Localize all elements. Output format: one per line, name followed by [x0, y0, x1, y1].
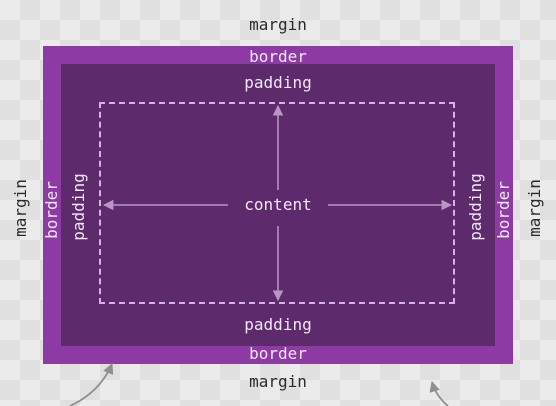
margin-label-top: margin [249, 15, 307, 34]
content-box [99, 102, 455, 304]
pointer-arrow-right [429, 380, 449, 406]
margin-label-left: margin [11, 179, 30, 237]
padding-label-bottom: padding [244, 315, 312, 334]
padding-label-left: padding [69, 173, 88, 241]
margin-label-right: margin [525, 179, 544, 237]
content-label: content [244, 195, 312, 214]
margin-label-bottom: margin [249, 372, 307, 391]
pointer-arrow-left [69, 363, 114, 406]
padding-label-top: padding [244, 73, 312, 92]
border-label-left: border [42, 181, 61, 239]
border-label-bottom: border [249, 344, 307, 363]
border-label-right: border [494, 181, 513, 239]
border-label-top: border [249, 47, 307, 66]
padding-label-right: padding [466, 173, 485, 241]
